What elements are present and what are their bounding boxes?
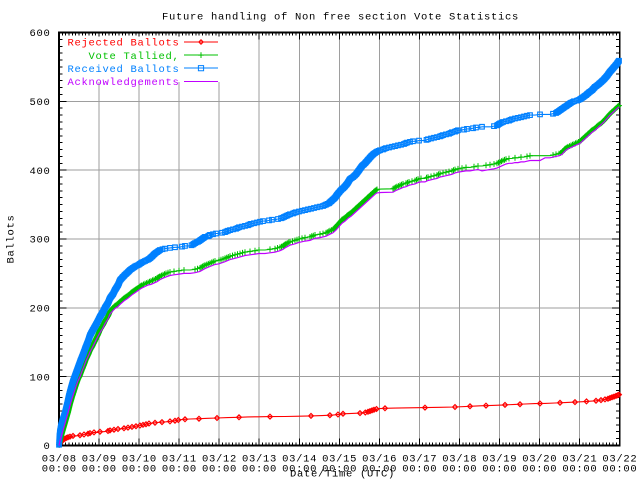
svg-text:600: 600	[29, 28, 50, 40]
svg-text:00:00: 00:00	[442, 463, 477, 475]
svg-text:00:00: 00:00	[242, 463, 277, 475]
svg-text:Ballots: Ballots	[6, 214, 18, 263]
svg-text:00:00: 00:00	[402, 463, 437, 475]
svg-text:00:00: 00:00	[42, 463, 77, 475]
svg-text:500: 500	[29, 97, 50, 109]
svg-text:Rejected Ballots: Rejected Ballots	[67, 38, 179, 50]
svg-text:Future handling of Non free se: Future handling of Non free section Vote…	[162, 12, 519, 24]
svg-text:200: 200	[29, 304, 50, 316]
svg-text:03/16: 03/16	[362, 453, 397, 465]
svg-text:00:00: 00:00	[482, 463, 517, 475]
svg-text:03/09: 03/09	[82, 453, 117, 465]
svg-text:03/17: 03/17	[402, 453, 437, 465]
svg-text:03/18: 03/18	[442, 453, 477, 465]
svg-text:400: 400	[29, 166, 50, 178]
svg-text:Vote Tallied,: Vote Tallied,	[88, 51, 179, 63]
svg-text:00:00: 00:00	[562, 463, 597, 475]
svg-text:00:00: 00:00	[82, 463, 117, 475]
svg-text:03/22: 03/22	[602, 453, 637, 465]
svg-text:03/13: 03/13	[242, 453, 277, 465]
svg-text:03/08: 03/08	[42, 453, 77, 465]
svg-text:Received Ballots: Received Ballots	[67, 64, 179, 76]
svg-text:03/21: 03/21	[562, 453, 597, 465]
svg-text:03/10: 03/10	[122, 453, 157, 465]
svg-text:00:00: 00:00	[602, 463, 637, 475]
svg-text:03/12: 03/12	[202, 453, 237, 465]
svg-text:00:00: 00:00	[162, 463, 197, 475]
svg-text:Date/Time (UTC): Date/Time (UTC)	[290, 469, 395, 480]
svg-text:Acknowledgements: Acknowledgements	[67, 77, 179, 89]
svg-text:100: 100	[29, 372, 50, 384]
svg-text:00:00: 00:00	[522, 463, 557, 475]
svg-text:300: 300	[29, 235, 50, 247]
svg-text:00:00: 00:00	[322, 463, 357, 475]
svg-text:00:00: 00:00	[362, 463, 397, 475]
svg-text:03/19: 03/19	[482, 453, 517, 465]
svg-text:03/15: 03/15	[322, 453, 357, 465]
svg-text:03/14: 03/14	[282, 453, 317, 465]
svg-text:03/11: 03/11	[162, 453, 197, 465]
svg-text:00:00: 00:00	[122, 463, 157, 475]
svg-text:00:00: 00:00	[282, 463, 317, 475]
svg-text:03/20: 03/20	[522, 453, 557, 465]
svg-text:0: 0	[43, 441, 50, 453]
svg-text:00:00: 00:00	[202, 463, 237, 475]
